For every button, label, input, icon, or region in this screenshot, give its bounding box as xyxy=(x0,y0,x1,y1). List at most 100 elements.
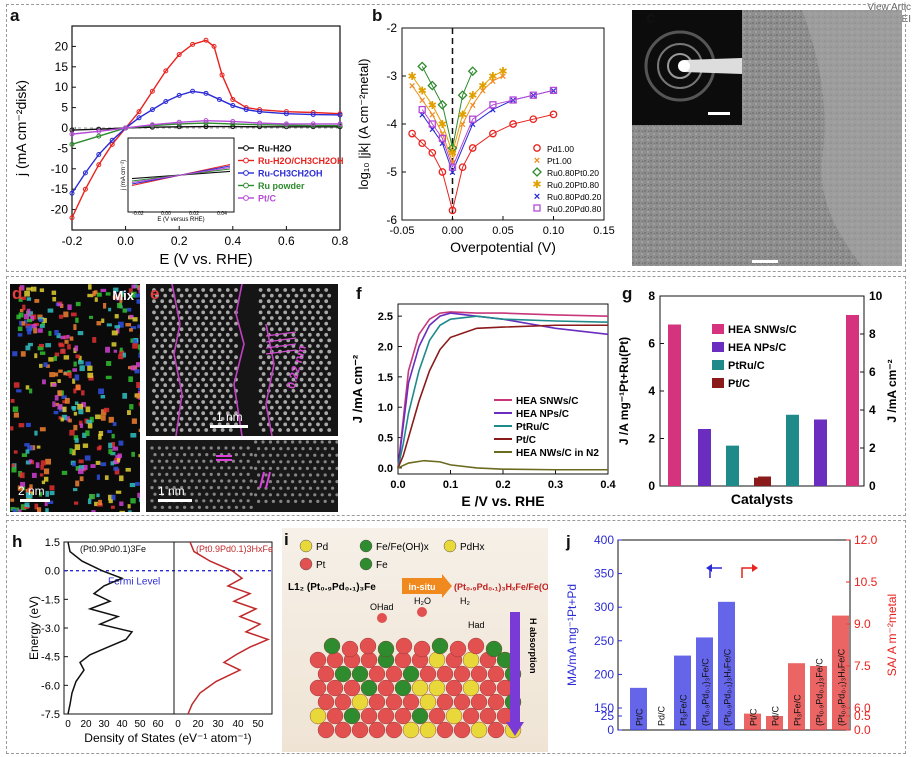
atom-column xyxy=(311,316,315,320)
eds-pixel xyxy=(72,406,75,411)
atom-column xyxy=(286,406,290,410)
atom-column xyxy=(229,350,233,354)
atom-column xyxy=(161,453,164,456)
atom-column xyxy=(185,311,189,315)
eds-pixel xyxy=(26,423,31,427)
legend-label-3: Ru powder xyxy=(258,181,305,191)
atom-column xyxy=(229,294,233,298)
atom-column xyxy=(286,327,290,331)
atom-column xyxy=(270,417,274,421)
atom-column xyxy=(226,378,230,382)
atom-column xyxy=(267,288,271,292)
atom-column xyxy=(306,467,309,470)
atom-column xyxy=(210,378,214,382)
atom-column xyxy=(173,460,176,463)
bar-area-1 xyxy=(814,420,827,487)
atom-column xyxy=(173,473,176,476)
atom-column xyxy=(196,316,200,320)
atom-column xyxy=(163,350,167,354)
atom-column xyxy=(276,493,279,496)
y-right-tick-label: 6.0 xyxy=(854,701,871,715)
atom-column xyxy=(303,395,307,399)
atom-column xyxy=(324,322,328,326)
atom-column xyxy=(279,500,282,503)
atom-column xyxy=(301,487,304,490)
data-point xyxy=(409,130,415,136)
eds-pixel xyxy=(135,294,140,298)
atom-column xyxy=(213,339,217,343)
eds-pixel xyxy=(71,313,77,317)
atom-column xyxy=(311,350,315,354)
atom-column xyxy=(180,350,184,354)
bar-mass-1 xyxy=(698,429,711,486)
y-tick-label: 4 xyxy=(648,384,655,398)
bar-area-0 xyxy=(846,315,859,486)
atom-column xyxy=(195,473,198,476)
atom-column xyxy=(185,423,189,427)
lattice-atom xyxy=(429,652,445,668)
inset-x-tick: -0.02 xyxy=(132,211,144,217)
atom-column xyxy=(196,361,200,365)
atom-column xyxy=(213,327,217,331)
atom-column xyxy=(229,395,233,399)
atom-column xyxy=(242,506,245,509)
atom-column xyxy=(160,389,164,393)
atom-column xyxy=(309,473,312,476)
atom-column xyxy=(150,473,153,476)
atom-column xyxy=(242,466,245,469)
lattice-atom xyxy=(454,722,470,738)
x-tick-label: 0.10 xyxy=(543,225,564,237)
atom-column xyxy=(259,311,263,315)
atom-column xyxy=(232,460,235,463)
eds-pixel xyxy=(96,494,99,498)
eds-pixel xyxy=(48,309,54,313)
atom-column xyxy=(328,493,331,496)
dos-line-1 xyxy=(188,542,268,714)
lattice-atom xyxy=(437,722,453,738)
atom-column xyxy=(269,454,272,457)
atom-column xyxy=(235,453,238,456)
atom-column xyxy=(204,339,208,343)
data-point: ✱ xyxy=(407,71,416,83)
atom-column xyxy=(177,355,181,359)
surface-atom xyxy=(360,638,376,654)
data-point: ✱ xyxy=(428,100,437,112)
eds-pixel xyxy=(13,509,17,512)
legend-text-3: Pt xyxy=(316,560,326,571)
atom-column xyxy=(232,486,235,489)
eds-pixel xyxy=(16,315,20,320)
atom-column xyxy=(283,355,287,359)
atom-column xyxy=(234,322,238,326)
eds-pixel xyxy=(62,471,67,475)
atom-column xyxy=(232,473,235,476)
eds-pixel xyxy=(131,365,136,370)
eds-pixel xyxy=(105,347,110,353)
surface-atom xyxy=(486,641,502,657)
atom-column xyxy=(316,460,319,463)
atom-column xyxy=(327,361,331,365)
y-tick-label: 400 xyxy=(594,533,614,547)
atom-column xyxy=(220,506,223,509)
eds-pixel xyxy=(92,337,96,343)
lattice-atom xyxy=(446,680,462,696)
atom-column xyxy=(235,506,238,509)
bar-ma-label-2: Pt₃Fe/C xyxy=(679,694,689,726)
atom-column xyxy=(303,316,307,320)
atom-column xyxy=(254,440,257,443)
atom-column xyxy=(324,423,328,427)
data-point: × xyxy=(419,109,425,121)
eds-pixel xyxy=(39,344,44,347)
eds-pixel xyxy=(130,433,136,438)
eds-pixel xyxy=(78,469,84,474)
atom-column xyxy=(229,406,233,410)
y-axis-label: J /A mg⁻¹Pt+Ru(Pt) xyxy=(617,337,631,445)
x-axis-label: E (V vs. RHE) xyxy=(159,251,252,268)
atom-column xyxy=(327,383,331,387)
y-tick-label: -4.5 xyxy=(41,652,60,664)
atom-column xyxy=(210,344,214,348)
eds-map-d: d Mix 2 nm xyxy=(10,284,140,512)
atom-column xyxy=(295,428,299,432)
bar-ma-label-1: Pd/C xyxy=(657,705,667,726)
atom-column xyxy=(176,453,179,456)
